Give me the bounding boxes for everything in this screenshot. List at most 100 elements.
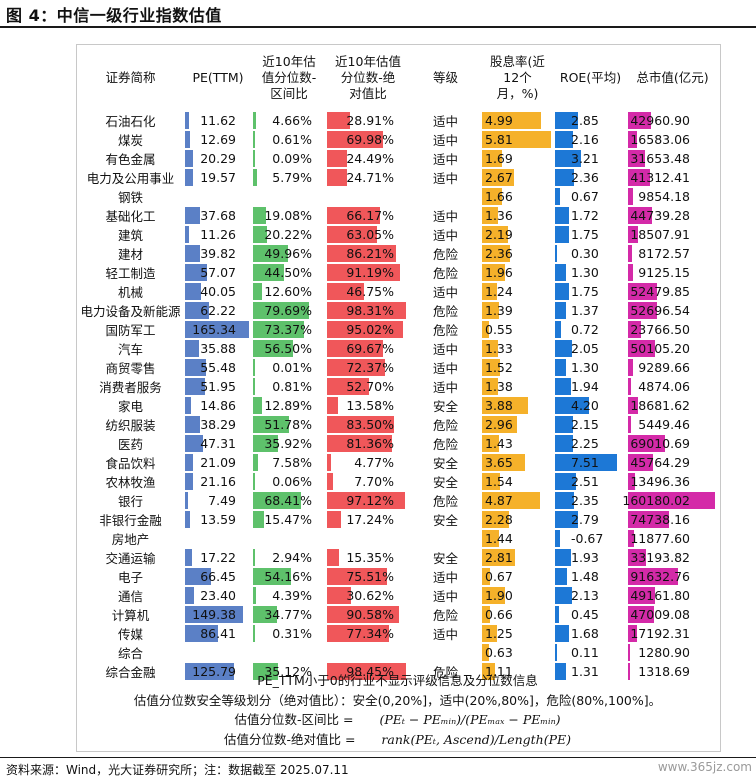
table-row: 机械 40.05 12.60% 46.75% 适中 1.24 1.75 52479.85 bbox=[77, 282, 718, 301]
pe-cell: 14.86 bbox=[184, 396, 252, 415]
absolute-ratio-bar bbox=[327, 131, 383, 148]
pe-cell: 35.88 bbox=[184, 339, 252, 358]
table-row: 家电 14.86 12.89% 13.58% 安全 3.88 4.20 18681.62 bbox=[77, 396, 718, 415]
market-cap-value: 9854.18 bbox=[638, 188, 690, 204]
pe-cell: 86.41 bbox=[184, 624, 252, 643]
roe-value: 1.30 bbox=[571, 264, 599, 280]
roe-value: 2.25 bbox=[571, 435, 599, 451]
absolute-ratio-bar bbox=[327, 150, 347, 167]
grade: 适中 bbox=[432, 152, 458, 167]
pe-value: 38.29 bbox=[200, 416, 236, 432]
absolute-ratio-cell: 66.17% bbox=[326, 206, 410, 225]
market-cap-value: 42960.90 bbox=[630, 112, 690, 128]
pe-cell: 165.34 bbox=[184, 320, 252, 339]
absolute-ratio-value: 46.75% bbox=[346, 283, 394, 299]
grade: 适中 bbox=[432, 114, 458, 129]
absolute-ratio-cell: 28.91% bbox=[326, 111, 410, 130]
absolute-ratio-cell: 30.62% bbox=[326, 586, 410, 605]
grade: 危险 bbox=[432, 665, 458, 680]
pe-bar bbox=[185, 302, 210, 319]
dividend-yield-value: 1.38 bbox=[485, 378, 513, 394]
absolute-ratio-cell: 72.37% bbox=[326, 358, 410, 377]
absolute-ratio-value: 17.24% bbox=[346, 511, 394, 527]
dividend-yield-bar bbox=[482, 530, 500, 547]
grade: 危险 bbox=[432, 608, 458, 623]
dividend-yield-cell: 0.66 bbox=[481, 605, 554, 624]
interval-ratio-cell: 7.58% bbox=[252, 453, 326, 472]
dividend-yield-value: 2.28 bbox=[485, 511, 513, 527]
pe-value: 17.22 bbox=[200, 549, 236, 565]
table-row: 综合金融 125.79 35.12% 98.45% 危险 1.11 1.31 1318.69 bbox=[77, 662, 718, 681]
industry-name: 综合 bbox=[117, 646, 143, 661]
note-interval-formula: 估值分位数-区间比 = (PEₜ − PEₘᵢₙ)/(PEₘₐₓ − PEₘᵢₙ… bbox=[77, 709, 718, 728]
roe-bar bbox=[555, 473, 576, 490]
dividend-yield-value: 0.67 bbox=[485, 568, 513, 584]
roe-value: 1.37 bbox=[571, 302, 599, 318]
interval-ratio-value: 34.77% bbox=[264, 606, 312, 622]
roe-bar bbox=[555, 492, 575, 509]
dividend-yield-bar bbox=[482, 169, 514, 186]
pe-bar bbox=[185, 150, 193, 167]
interval-ratio-bar bbox=[253, 131, 255, 148]
market-cap-value: 41312.41 bbox=[630, 169, 690, 185]
market-cap-cell: 42960.90 bbox=[627, 111, 718, 130]
pe-value: 21.16 bbox=[200, 473, 236, 489]
market-cap-bar bbox=[628, 359, 634, 376]
market-cap-bar bbox=[628, 473, 636, 490]
market-cap-bar bbox=[628, 207, 653, 224]
dividend-yield-cell: 1.96 bbox=[481, 263, 554, 282]
market-cap-value: 49161.80 bbox=[630, 587, 690, 603]
roe-cell: 7.51 bbox=[554, 453, 627, 472]
dividend-yield-bar bbox=[482, 378, 499, 395]
market-cap-bar bbox=[628, 321, 641, 338]
dividend-yield-bar bbox=[482, 283, 497, 300]
interval-ratio-value: 0.09% bbox=[272, 150, 312, 166]
interval-ratio-cell: 0.01% bbox=[252, 358, 326, 377]
roe-value: 2.51 bbox=[571, 473, 599, 489]
absolute-ratio-value: 90.58% bbox=[346, 606, 394, 622]
market-cap-bar bbox=[628, 226, 639, 243]
dividend-yield-cell: 1.11 bbox=[481, 662, 554, 681]
industry-name: 交通运输 bbox=[105, 551, 156, 566]
industry-name: 电力及公用事业 bbox=[86, 171, 175, 186]
roe-bar bbox=[555, 549, 571, 566]
header-absolute-ratio: 近10年估值 分位数-绝 对值比 bbox=[335, 54, 401, 101]
interval-ratio-bar bbox=[253, 302, 309, 319]
market-cap-value: 9125.15 bbox=[638, 264, 690, 280]
dividend-yield-cell: 5.81 bbox=[481, 130, 554, 149]
industry-name: 综合金融 bbox=[105, 665, 156, 680]
dividend-yield-bar bbox=[482, 150, 503, 167]
absolute-ratio-bar bbox=[327, 264, 400, 281]
dividend-yield-bar bbox=[482, 568, 490, 585]
roe-cell: 0.72 bbox=[554, 320, 627, 339]
pe-cell: 20.29 bbox=[184, 149, 252, 168]
pe-value: 19.57 bbox=[200, 169, 236, 185]
interval-ratio-bar bbox=[253, 454, 259, 471]
market-cap-bar bbox=[628, 169, 651, 186]
dividend-yield-value: 0.66 bbox=[485, 606, 513, 622]
absolute-ratio-cell: 86.21% bbox=[326, 244, 410, 263]
market-cap-value: 74738.16 bbox=[630, 511, 690, 527]
interval-ratio-cell: 73.37% bbox=[252, 320, 326, 339]
interval-ratio-bar bbox=[253, 264, 285, 281]
market-cap-cell: 52479.85 bbox=[627, 282, 718, 301]
absolute-ratio-cell: 15.35% bbox=[326, 548, 410, 567]
market-cap-bar bbox=[628, 397, 639, 414]
absolute-ratio-cell: 75.51% bbox=[326, 567, 410, 586]
table-row: 石油石化 11.62 4.66% 28.91% 适中 4.99 2.85 42960.90 bbox=[77, 111, 718, 130]
absolute-ratio-value: 13.58% bbox=[346, 397, 394, 413]
market-cap-bar bbox=[628, 511, 669, 528]
pe-value: 11.62 bbox=[200, 112, 236, 128]
industry-name: 计算机 bbox=[111, 608, 150, 623]
interval-ratio-bar bbox=[253, 587, 257, 604]
absolute-ratio-bar bbox=[327, 435, 393, 452]
grade: 危险 bbox=[432, 304, 458, 319]
absolute-ratio-cell: 91.19% bbox=[326, 263, 410, 282]
industry-name: 钢铁 bbox=[117, 190, 143, 205]
interval-ratio-bar bbox=[253, 549, 256, 566]
dividend-yield-cell: 1.38 bbox=[481, 377, 554, 396]
grade bbox=[410, 529, 481, 548]
interval-ratio-cell: 15.47% bbox=[252, 510, 326, 529]
roe-value: 2.35 bbox=[571, 492, 599, 508]
title-rule bbox=[0, 26, 756, 28]
